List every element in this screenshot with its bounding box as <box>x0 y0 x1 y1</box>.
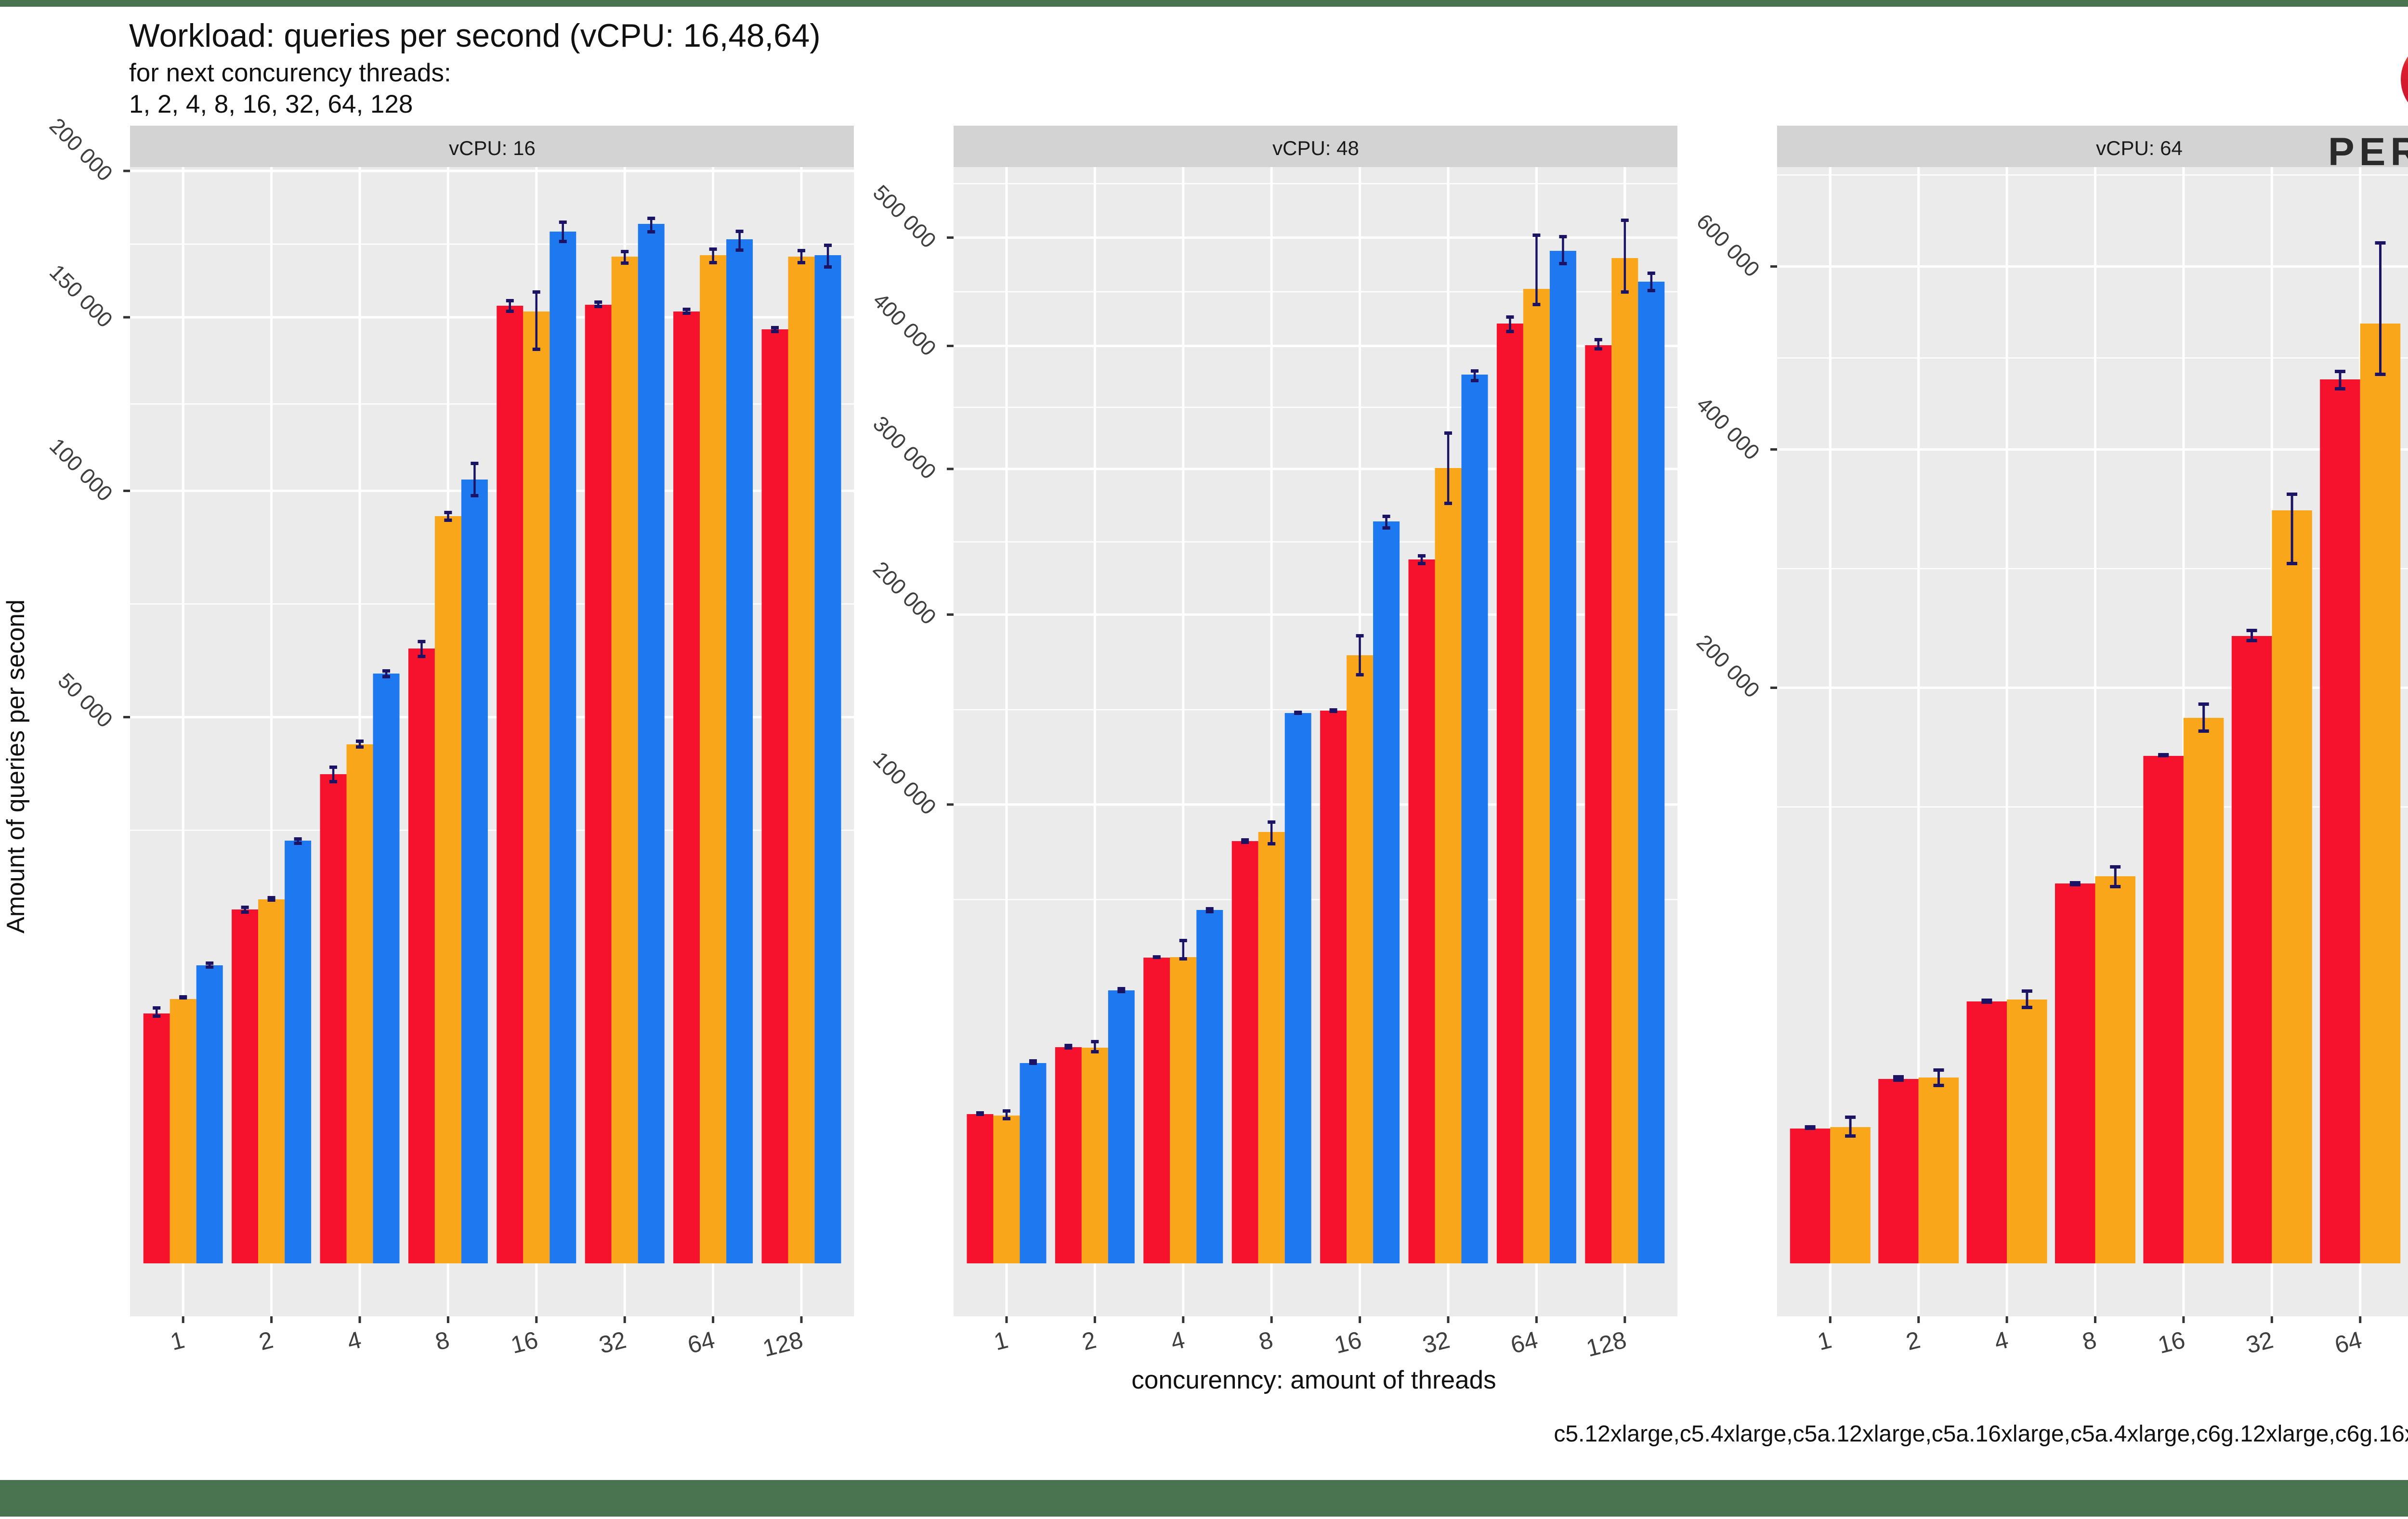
svg-text:PERCONA: PERCONA <box>2328 130 2408 174</box>
svg-text:for next concurency threads:: for next concurency threads: <box>129 59 451 87</box>
svg-text:Amount of queries per second: Amount of queries per second <box>2 599 30 934</box>
svg-text:64: 64 <box>2332 1326 2365 1359</box>
svg-text:16: 16 <box>2155 1326 2188 1359</box>
svg-text:32: 32 <box>2243 1326 2276 1359</box>
svg-text:vCPU: 48: vCPU: 48 <box>1272 137 1359 159</box>
svg-text:64: 64 <box>1508 1326 1541 1359</box>
svg-text:concurenncy: amount of threads: concurenncy: amount of threads <box>1131 1366 1496 1394</box>
svg-text:16: 16 <box>508 1326 541 1359</box>
svg-text:32: 32 <box>1420 1326 1453 1359</box>
svg-text:1, 2, 4, 8, 16, 32, 64, 128: 1, 2, 4, 8, 16, 32, 64, 128 <box>129 90 413 118</box>
svg-text:c5.12xlarge,c5.4xlarge,c5a.12x: c5.12xlarge,c5.4xlarge,c5a.12xlarge,c5a.… <box>1554 1421 2408 1447</box>
svg-text:64: 64 <box>685 1326 718 1359</box>
svg-text:16: 16 <box>1332 1326 1364 1359</box>
svg-text:vCPU: 16: vCPU: 16 <box>449 137 536 159</box>
svg-text:Workload: queries per second (: Workload: queries per second (vCPU: 16,4… <box>129 18 821 54</box>
svg-text:32: 32 <box>596 1326 629 1359</box>
svg-text:vCPU: 64: vCPU: 64 <box>2096 137 2183 159</box>
